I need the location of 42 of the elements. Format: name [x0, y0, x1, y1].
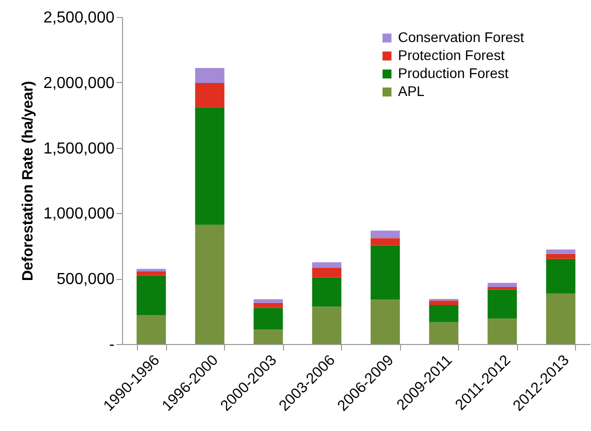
- y-axis-title: Deforestation Rate (ha/year): [19, 80, 36, 282]
- bar: [488, 318, 517, 344]
- bar: [136, 275, 166, 315]
- bar: [136, 268, 166, 272]
- bar: [546, 254, 576, 259]
- y-tick-label: 500,000: [56, 271, 115, 288]
- legend-label: Production Forest: [398, 65, 509, 81]
- bar: [488, 290, 517, 319]
- bar: [370, 300, 400, 344]
- legend-label: Conservation Forest: [398, 29, 524, 45]
- bar: [254, 299, 283, 303]
- bar: [312, 268, 342, 278]
- bar: [488, 286, 517, 290]
- y-tick-label: 1,500,000: [43, 140, 115, 158]
- bar: [195, 107, 224, 225]
- bar: [312, 277, 342, 307]
- bar: [429, 300, 458, 306]
- bar: [254, 302, 283, 308]
- bar: [195, 68, 224, 84]
- bar: [195, 224, 224, 344]
- bar: [370, 230, 400, 238]
- bar: [546, 250, 576, 254]
- bar: [312, 306, 342, 344]
- legend-label: Protection Forest: [398, 47, 505, 63]
- bar: [370, 245, 400, 300]
- bar: [136, 272, 166, 276]
- bar: [370, 238, 400, 246]
- bar: [136, 314, 166, 344]
- y-tick-label: 2,000,000: [43, 74, 115, 92]
- y-tick-label: 1,000,000: [43, 206, 115, 223]
- bar: [429, 322, 458, 344]
- legend-label: APL: [398, 83, 425, 99]
- bar: [429, 305, 458, 322]
- bar: [546, 258, 576, 294]
- bar: [254, 330, 283, 344]
- bar: [546, 294, 576, 344]
- bar: [312, 262, 342, 268]
- bar: [195, 83, 224, 108]
- y-tick-label: -: [109, 336, 114, 354]
- bar: [488, 282, 517, 287]
- bar: [254, 308, 283, 330]
- y-tick-label: 2,500,000: [43, 10, 115, 26]
